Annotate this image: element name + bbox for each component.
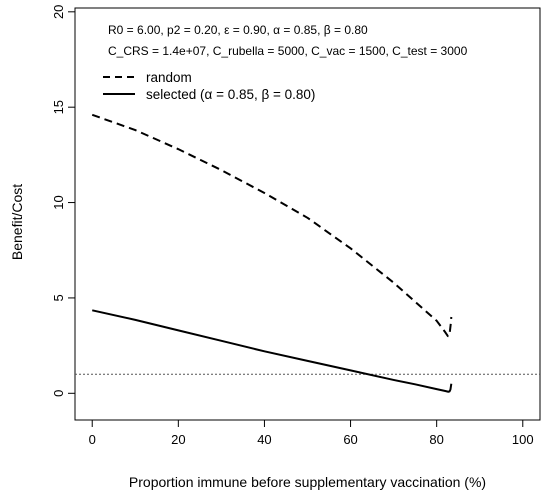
legend: random selected (α = 0.85, β = 0.80) (103, 70, 315, 102)
series-layer (91, 113, 453, 393)
y-tick-label: 0 (51, 390, 66, 397)
legend-label-selected: selected (α = 0.85, β = 0.80) (146, 87, 315, 102)
x-tick-label: 100 (512, 432, 534, 447)
legend-label-random: random (146, 70, 192, 85)
x-tick-label: 80 (429, 432, 443, 447)
y-tick-label: 15 (51, 100, 66, 114)
x-tick-label: 60 (343, 432, 357, 447)
plot-frame (74, 7, 541, 421)
parameters-line-2: C_CRS = 1.4e+07, C_rubella = 5000, C_vac… (108, 44, 468, 58)
x-axis: 0 20 40 60 80 100 (89, 419, 534, 447)
x-tick-label: 20 (171, 432, 185, 447)
series-line-random (91, 113, 453, 338)
x-axis-label: Proportion immune before supplementary v… (129, 474, 486, 490)
y-axis-label: Benefit/Cost (9, 184, 25, 260)
y-tick-label: 10 (51, 195, 66, 209)
y-axis: 0 5 10 15 20 (51, 5, 76, 397)
y-tick-label: 20 (51, 5, 66, 19)
x-tick-label: 0 (89, 432, 96, 447)
x-tick-label: 40 (257, 432, 271, 447)
series-line-selected (92, 309, 453, 393)
y-tick-label: 5 (51, 294, 66, 301)
parameters-line-1: R0 = 6.00, p2 = 0.20, ε = 0.90, α = 0.85… (108, 23, 368, 37)
